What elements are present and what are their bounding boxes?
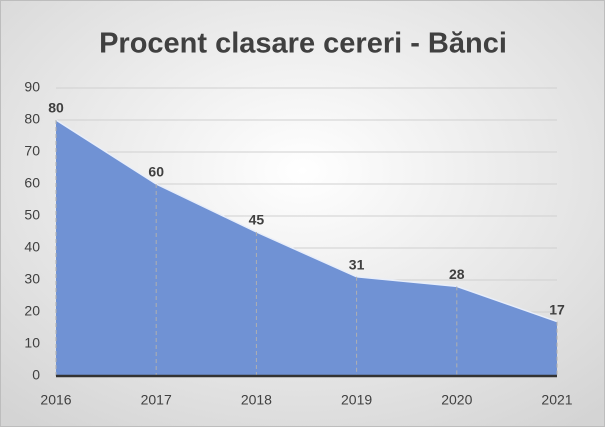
y-tick-label: 80: [24, 111, 40, 127]
data-label: 17: [549, 301, 565, 317]
area: [56, 120, 557, 376]
y-tick-label: 90: [24, 79, 40, 95]
area-edge: [55, 119, 558, 323]
y-tick-label: 0: [32, 367, 40, 383]
data-label: 60: [148, 164, 164, 180]
y-tick-label: 40: [24, 239, 40, 255]
y-tick-label: 30: [24, 271, 40, 287]
data-label: 28: [449, 266, 465, 282]
data-label: 80: [48, 100, 64, 116]
y-tick-label: 60: [24, 175, 40, 191]
x-tick-label: 2016: [40, 392, 71, 408]
x-tick-label: 2020: [441, 392, 472, 408]
y-tick-label: 10: [24, 335, 40, 351]
data-label: 45: [249, 212, 265, 228]
y-tick-label: 70: [24, 143, 40, 159]
y-tick-label: 50: [24, 207, 40, 223]
x-tick-label: 2021: [541, 392, 572, 408]
data-label: 31: [349, 257, 365, 273]
chart-title: Procent clasare cereri - Bănci: [99, 28, 507, 60]
y-tick-label: 20: [24, 303, 40, 319]
x-tick-label: 2018: [241, 392, 272, 408]
plot-area: 0 10 20 30 40 50 60 70 80 90 80 60 45 31 28 17 2016 2017 2…: [24, 79, 572, 408]
x-tick-label: 2019: [341, 392, 372, 408]
x-tick-label: 2017: [141, 392, 172, 408]
